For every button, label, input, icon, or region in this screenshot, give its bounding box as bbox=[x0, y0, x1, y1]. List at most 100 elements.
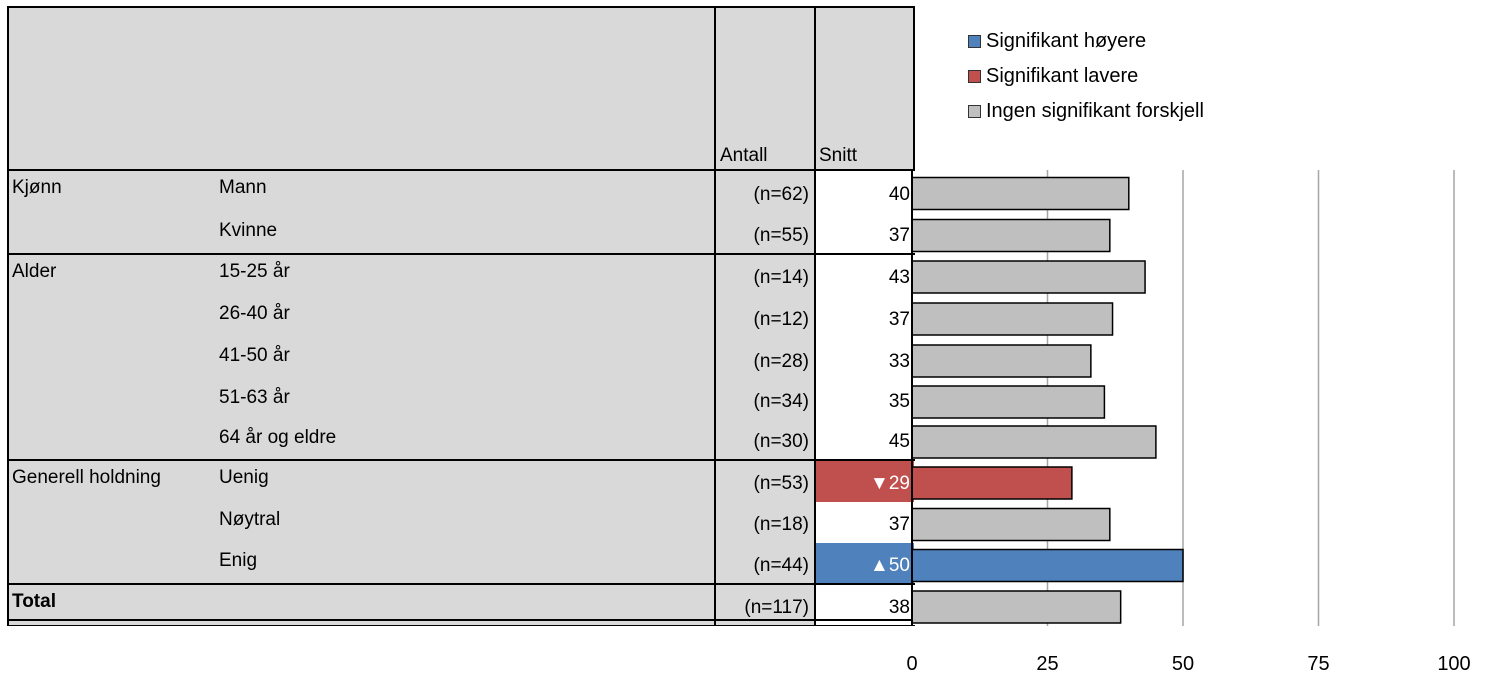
row-count-value: (n=44) bbox=[753, 555, 809, 576]
row-mean-label: 45 bbox=[888, 431, 910, 452]
row-label-cell: 26-40 år bbox=[8, 296, 716, 338]
row-category-label: Kvinne bbox=[219, 220, 278, 241]
legend-swatch-higher bbox=[968, 35, 981, 48]
row-mean-value: 38 bbox=[889, 598, 910, 618]
row-count-value: (n=55) bbox=[753, 225, 809, 246]
bar bbox=[911, 548, 1184, 583]
row-count-value: (n=28) bbox=[753, 351, 809, 372]
row-mean-value: 37 bbox=[889, 310, 910, 330]
row-count-value: (n=53) bbox=[753, 473, 809, 494]
x-tick-label: 50 bbox=[1172, 653, 1194, 675]
row-mean-label: 37 bbox=[888, 514, 910, 535]
table-gridline bbox=[714, 6, 716, 626]
row-count-cell: (n=53) bbox=[716, 460, 815, 502]
legend-swatch-lower bbox=[968, 70, 981, 83]
row-group-label: Generell holdning bbox=[12, 467, 161, 488]
bar bbox=[911, 466, 1073, 500]
row-mean-label: 29 bbox=[888, 473, 910, 494]
row-mean-label: 37 bbox=[888, 309, 910, 330]
legend-label-lower: Signifikant lavere bbox=[986, 65, 1139, 87]
table-gridline bbox=[8, 625, 915, 626]
table-gridline bbox=[8, 459, 915, 461]
row-count-value: (n=12) bbox=[753, 309, 809, 330]
row-mean-value: 35 bbox=[889, 392, 910, 412]
row-mean-label: 43 bbox=[888, 267, 910, 288]
table-gridline bbox=[7, 6, 9, 626]
row-mean-value: ▲50 bbox=[870, 556, 910, 576]
legend-label-higher: Signifikant høyere bbox=[986, 30, 1147, 52]
row-count-value: (n=34) bbox=[753, 391, 809, 412]
row-count-value: (n=30) bbox=[753, 431, 809, 452]
row-label-cell: 51-63 år bbox=[8, 380, 716, 420]
row-mean-label: 33 bbox=[888, 351, 910, 372]
x-tick-label: 25 bbox=[1036, 653, 1058, 675]
row-mean-cell: 40 bbox=[815, 170, 914, 213]
bar bbox=[911, 260, 1146, 294]
chart-legend: Signifikant høyere Signifikant lavere In… bbox=[968, 24, 1204, 129]
row-category-label: Nøytral bbox=[219, 509, 281, 530]
row-category-label: 41-50 år bbox=[219, 345, 290, 366]
row-category-label: 15-25 år bbox=[219, 261, 290, 282]
row-mean-label: 50 bbox=[888, 555, 910, 576]
row-label-cell: Generell holdning Uenig bbox=[8, 460, 716, 502]
x-tick-label: 100 bbox=[1437, 653, 1470, 675]
row-category-label: 64 år og eldre bbox=[219, 427, 337, 448]
header-count-label: Antall bbox=[720, 145, 768, 166]
row-category-label: 26-40 år bbox=[219, 303, 290, 324]
row-mean-label: 38 bbox=[888, 597, 910, 618]
row-label-cell: Kvinne bbox=[8, 213, 716, 254]
bar bbox=[911, 590, 1122, 624]
row-count-value: (n=117) bbox=[744, 597, 809, 618]
header-mean-label: Snitt bbox=[819, 145, 858, 166]
row-mean-cell: ▼29 bbox=[815, 460, 914, 502]
row-count-cell: (n=62) bbox=[716, 170, 815, 213]
row-mean-cell: 35 bbox=[815, 380, 914, 420]
row-label-cell: Nøytral bbox=[8, 502, 716, 543]
table-gridline bbox=[8, 583, 915, 585]
legend-item-lower: Signifikant lavere bbox=[968, 59, 1204, 94]
row-mean-value: ▼29 bbox=[870, 474, 910, 494]
bar bbox=[911, 218, 1111, 253]
row-mean-value: 43 bbox=[889, 268, 910, 288]
bar bbox=[911, 385, 1106, 419]
row-category-label: 51-63 år bbox=[219, 387, 290, 408]
legend-swatch-none bbox=[968, 105, 981, 118]
row-count-cell: (n=12) bbox=[716, 296, 815, 338]
header-blank-cell bbox=[8, 7, 716, 170]
table-gridline bbox=[8, 169, 915, 171]
row-label-cell: 41-50 år bbox=[8, 338, 716, 380]
row-mean-label: 37 bbox=[888, 225, 910, 246]
row-count-cell: (n=18) bbox=[716, 502, 815, 543]
bar bbox=[911, 302, 1114, 336]
table-gridline bbox=[8, 6, 915, 8]
row-count-value: (n=62) bbox=[753, 184, 809, 205]
row-label-cell: Alder 15-25 år bbox=[8, 254, 716, 296]
row-mean-cell: ▲50 bbox=[815, 543, 914, 584]
row-count-cell: (n=30) bbox=[716, 420, 815, 460]
legend-label-none: Ingen signifikant forskjell bbox=[986, 100, 1204, 122]
row-count-value: (n=14) bbox=[753, 267, 809, 288]
row-mean-cell: 43 bbox=[815, 254, 914, 296]
row-mean-value: 40 bbox=[889, 185, 910, 205]
row-mean-value: 37 bbox=[889, 515, 910, 535]
bar bbox=[911, 344, 1092, 378]
row-mean-value: 33 bbox=[889, 352, 910, 372]
row-count-cell: (n=28) bbox=[716, 338, 815, 380]
row-mean-value: 45 bbox=[889, 432, 910, 452]
table-gridline bbox=[8, 253, 915, 255]
down-triangle-icon: ▼ bbox=[870, 473, 889, 494]
row-mean-cell: 37 bbox=[815, 502, 914, 543]
row-category-label: Uenig bbox=[219, 467, 269, 488]
row-mean-label: 40 bbox=[888, 184, 910, 205]
row-group-label: Total bbox=[12, 591, 56, 612]
row-group-label: Kjønn bbox=[12, 177, 62, 198]
row-label-cell: Enig bbox=[8, 543, 716, 584]
bar bbox=[911, 176, 1130, 211]
row-count-value: (n=18) bbox=[753, 514, 809, 535]
row-category-label: Mann bbox=[219, 177, 267, 198]
bar bbox=[911, 425, 1157, 459]
table-gridline bbox=[814, 6, 816, 626]
row-count-cell: (n=14) bbox=[716, 254, 815, 296]
row-label-cell: 64 år og eldre bbox=[8, 420, 716, 460]
